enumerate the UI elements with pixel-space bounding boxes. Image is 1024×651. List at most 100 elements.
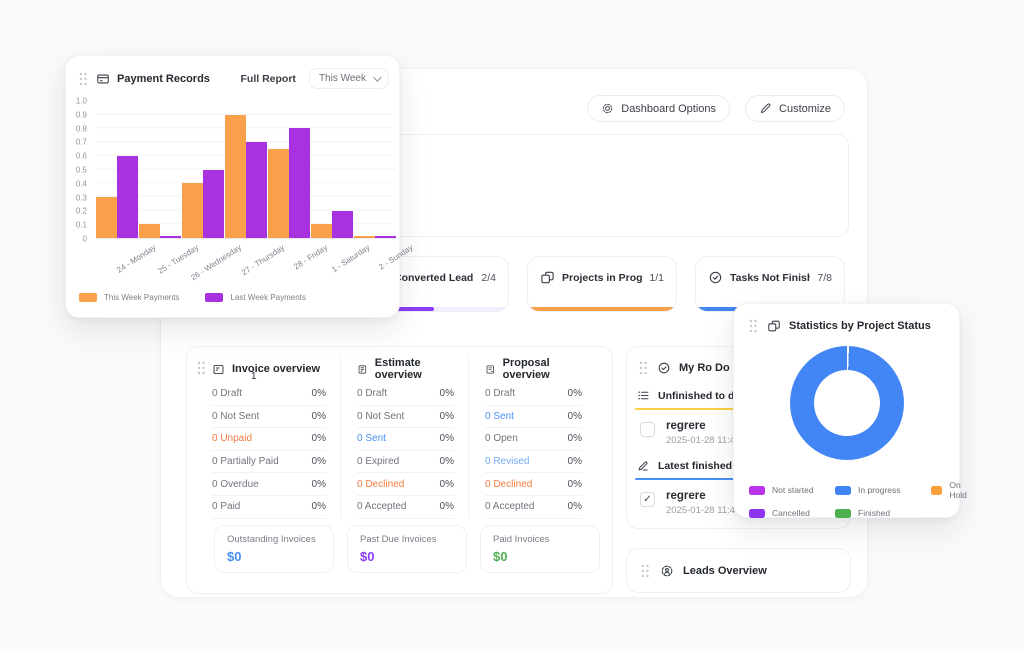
legend-item[interactable]: Not started <box>749 480 835 500</box>
status-percent: 0% <box>439 478 454 490</box>
bar <box>246 142 267 238</box>
todo-item-name[interactable]: regrere <box>666 420 706 432</box>
status-link[interactable]: 0 Draft <box>485 388 516 400</box>
drag-handle-icon[interactable] <box>637 360 649 376</box>
legend-label: Not started <box>772 485 814 495</box>
legend-item[interactable]: In progress <box>835 480 931 500</box>
overview-row: 0 Draft 0% <box>357 383 454 406</box>
status-link[interactable]: 0 Declined <box>357 478 405 490</box>
y-axis-tick: 0.1 <box>75 220 87 230</box>
status-link[interactable]: 0 Declined <box>485 478 533 490</box>
y-axis-tick: 1.0 <box>75 96 87 106</box>
status-link[interactable]: 0 Overdue <box>212 478 259 490</box>
statistics-icon <box>768 320 780 332</box>
todo-item-date: 2025-01-28 11:46:19 <box>666 505 754 516</box>
range-selector-value: This Week <box>318 73 366 84</box>
status-link[interactable]: 0 Accepted <box>357 501 407 513</box>
todo-item-name[interactable]: regrere <box>666 490 706 502</box>
summary-value: $0 <box>360 549 375 564</box>
todo-checkbox-unchecked[interactable] <box>640 422 655 437</box>
status-percent: 0% <box>311 501 326 513</box>
overview-columns: Invoice overview 0 Draft 0% 0 Not Sent 0% … <box>212 357 596 519</box>
overview-column-title: Invoice overview <box>232 363 321 375</box>
legend-swatch <box>931 485 943 495</box>
legend-item[interactable]: Finished <box>835 508 931 518</box>
leads-icon <box>661 565 673 576</box>
status-legend: Not started In progress On Hold Cancelle… <box>749 480 971 518</box>
todo-checkbox-checked[interactable]: ✓ <box>640 492 655 507</box>
range-selector[interactable]: This Week <box>308 68 389 89</box>
y-axis-tick: 0.7 <box>75 137 87 147</box>
list-icon <box>638 391 649 400</box>
status-link[interactable]: 0 Draft <box>357 388 388 400</box>
bar-group: 28 - Friday <box>268 101 329 271</box>
status-link[interactable]: 0 Sent <box>485 410 514 422</box>
todo-section-title: Unfinished to do's <box>658 389 750 402</box>
progress-track <box>528 307 676 311</box>
y-axis-tick: 0.3 <box>75 193 87 203</box>
overview-row: 0 Unpaid 0% <box>212 428 326 451</box>
pencil-icon <box>638 461 648 471</box>
x-axis-label: 27 - Thursday <box>239 243 286 278</box>
bar <box>160 235 181 238</box>
drag-handle-icon[interactable] <box>639 563 651 579</box>
bar <box>96 196 117 238</box>
legend-swatch <box>749 508 765 518</box>
full-report-link[interactable]: Full Report <box>240 72 296 85</box>
summary-value: $0 <box>493 549 508 564</box>
tasks-icon <box>709 271 722 284</box>
overview-row: 0 Declined 0% <box>485 473 582 496</box>
status-percent: 0% <box>567 433 582 445</box>
status-link[interactable]: 0 Unpaid <box>212 433 253 445</box>
progress-fill <box>528 307 676 311</box>
status-link[interactable]: 0 Open <box>485 433 518 445</box>
overview-row: 0 Not Sent 0% <box>212 406 326 429</box>
status-link[interactable]: 0 Draft <box>212 388 243 400</box>
bar <box>117 155 138 238</box>
overview-row: 0 Declined 0% <box>357 473 454 496</box>
drag-handle-icon[interactable] <box>747 318 759 334</box>
stat-label: Projects in Progress <box>562 271 643 284</box>
bar-group: 25 - Tuesday <box>139 101 200 276</box>
status-link[interactable]: 0 Expired <box>357 456 400 468</box>
stat-label: Tasks Not Finished <box>730 271 810 284</box>
outstanding-invoices-box: Outstanding Invoices $0 <box>214 525 334 573</box>
legend-item[interactable]: Cancelled <box>749 508 835 518</box>
overview-column-title: Estimate overview <box>374 357 422 381</box>
legend-item[interactable]: Last Week Payments <box>205 293 306 302</box>
status-percent: 0% <box>311 456 326 468</box>
legend-swatch <box>79 293 97 302</box>
bar <box>203 169 224 238</box>
proposal-overview-column: Proposal overview 0 Draft 0% 0 Sent 0% 0 O… <box>468 357 596 519</box>
customize-button[interactable]: Customize <box>745 95 845 122</box>
payment-chart-yaxis: 0 0.1 0.2 0.3 0.4 0.5 0.6 0.7 0.8 0.9 1.0 <box>66 97 92 244</box>
status-link[interactable]: 0 Revised <box>485 456 530 468</box>
legend-item[interactable]: On Hold <box>931 480 971 500</box>
drag-handle-icon[interactable] <box>195 360 207 376</box>
overview-row: 0 Accepted 0% <box>485 496 582 519</box>
status-percent: 0% <box>311 433 326 445</box>
overview-row: 0 Paid 0% <box>212 496 326 519</box>
summary-value: $0 <box>227 549 242 564</box>
overview-row: 0 Sent 0% <box>357 428 454 451</box>
status-link[interactable]: 0 Paid <box>212 501 241 513</box>
check-icon: ✓ <box>643 494 652 505</box>
status-percent: 0% <box>439 501 454 513</box>
status-link[interactable]: 0 Accepted <box>485 501 535 513</box>
dashboard-options-button[interactable]: Dashboard Options <box>587 95 731 122</box>
status-link[interactable]: 0 Sent <box>357 433 386 445</box>
overview-row: 0 Expired 0% <box>357 451 454 474</box>
project-status-title: Statistics by Project Status <box>789 320 931 332</box>
drag-handle-icon[interactable] <box>77 71 89 87</box>
stat-value: 2/4 <box>481 271 496 284</box>
status-link[interactable]: 0 Not Sent <box>357 410 405 422</box>
status-percent: 0% <box>439 410 454 422</box>
proposal-icon <box>486 364 495 374</box>
stat-value: 7/8 <box>817 271 832 284</box>
overview-row: 0 Accepted 0% <box>357 496 454 519</box>
status-link[interactable]: 0 Not Sent <box>212 410 260 422</box>
legend-item[interactable]: This Week Payments <box>79 293 179 302</box>
chevron-down-icon <box>373 72 382 82</box>
status-link[interactable]: 0 Partially Paid <box>212 456 279 468</box>
